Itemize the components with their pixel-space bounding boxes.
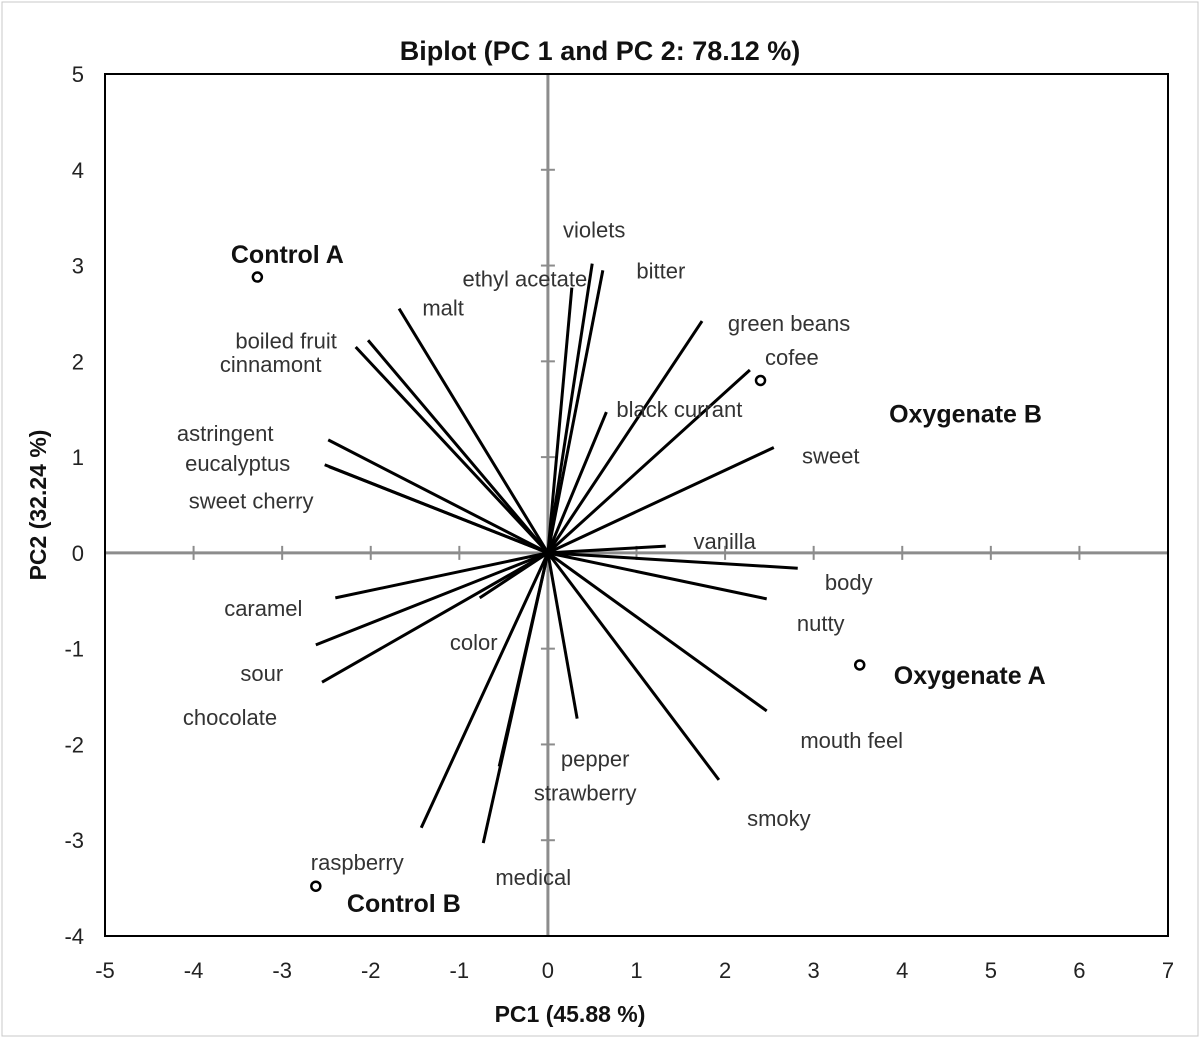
vector-raspberry bbox=[419, 552, 550, 829]
observation-label-control-b: Control B bbox=[347, 890, 461, 918]
variable-label-sour: sour bbox=[240, 661, 283, 686]
variable-label-color: color bbox=[450, 630, 498, 655]
x-tick-label: -5 bbox=[95, 958, 115, 983]
variable-label-nutty: nutty bbox=[797, 611, 845, 636]
vector-cinnamont bbox=[354, 345, 550, 554]
vector-caramel bbox=[335, 551, 549, 600]
variable-label-black-currant: black currant bbox=[616, 397, 742, 422]
vector-malt bbox=[397, 307, 550, 554]
vector-violets bbox=[546, 263, 594, 554]
variable-label-raspberry: raspberry bbox=[311, 850, 404, 875]
variable-label-medical: medical bbox=[495, 865, 571, 890]
variable-label-sweet: sweet bbox=[802, 444, 859, 469]
vector-body bbox=[547, 551, 798, 570]
observation-point-oxygenate-a bbox=[853, 659, 866, 671]
x-tick-label: 1 bbox=[630, 958, 642, 983]
variable-label-cofee: cofee bbox=[765, 345, 819, 370]
x-tick-label: 5 bbox=[985, 958, 997, 983]
x-axis-title: PC1 (45.88 %) bbox=[495, 1001, 646, 1027]
y-tick-label: 1 bbox=[72, 445, 84, 470]
axes-layer: -5 -4 -3 -2 -1 0 1 2 3 4 5 6 7 5 4 3 2 1 0 -1 -2 -3 -4 bbox=[64, 62, 1174, 983]
vector-sweet-cherry bbox=[328, 465, 549, 555]
y-tick-label: 5 bbox=[72, 62, 84, 87]
x-tick-label: 3 bbox=[808, 958, 820, 983]
x-tick-label: 7 bbox=[1162, 958, 1174, 983]
vector-green-beans bbox=[546, 320, 704, 554]
observation-label-control-a: Control A bbox=[231, 241, 344, 269]
y-tick-label: 3 bbox=[72, 254, 84, 279]
variable-label-astringent: astringent bbox=[177, 421, 274, 446]
vector-vanilla bbox=[547, 544, 666, 555]
variable-label-bitter: bitter bbox=[636, 258, 685, 283]
x-tick-label: -4 bbox=[184, 958, 204, 983]
y-tick-label: 2 bbox=[72, 349, 84, 374]
observation-point-oxygenate-b bbox=[754, 374, 767, 387]
plot-frame bbox=[104, 73, 1169, 937]
vector-color bbox=[478, 551, 549, 600]
vector-cofee bbox=[546, 368, 751, 555]
variable-label-vanilla: vanilla bbox=[694, 529, 757, 554]
label-layer: violets bitter ethyl acetate malt boiled fru… bbox=[177, 218, 903, 890]
variable-label-caramel: caramel bbox=[224, 596, 302, 621]
chart-title: Biplot (PC 1 and PC 2: 78.12 %) bbox=[400, 36, 801, 66]
variable-label-smoky: smoky bbox=[747, 806, 811, 831]
vector-pepper bbox=[546, 552, 579, 719]
variable-label-cinnamont: cinnamont bbox=[220, 352, 322, 377]
variable-label-ethyl-acetate: ethyl acetate bbox=[462, 267, 587, 292]
variable-label-chocolate: chocolate bbox=[183, 705, 277, 730]
x-tick-label: -2 bbox=[361, 958, 381, 983]
vector-medical bbox=[481, 552, 550, 844]
y-tick-label: -3 bbox=[64, 828, 84, 853]
vector-black-currant bbox=[546, 411, 608, 554]
y-tick-label: -4 bbox=[64, 924, 84, 949]
vector-layer bbox=[315, 263, 798, 844]
variable-label-boiled-fruit: boiled fruit bbox=[235, 328, 337, 353]
observation-point-control-a bbox=[251, 271, 264, 283]
variable-label-malt: malt bbox=[422, 296, 464, 321]
x-tick-label: 2 bbox=[719, 958, 731, 983]
variable-label-violets: violets bbox=[563, 218, 625, 243]
variable-label-mouth-feel: mouth feel bbox=[800, 728, 903, 753]
x-tick-label: 4 bbox=[896, 958, 908, 983]
variable-label-pepper: pepper bbox=[561, 747, 630, 772]
vector-ethyl-acetate bbox=[546, 287, 574, 554]
y-tick-label: 4 bbox=[72, 158, 84, 183]
x-tick-label: -1 bbox=[450, 958, 470, 983]
observation-label-oxygenate-b: Oxygenate B bbox=[889, 400, 1042, 428]
observation-layer: Control A Oxygenate B Oxygenate A Control B bbox=[231, 241, 1046, 918]
y-axis-title: PC2 (32.24 %) bbox=[25, 430, 51, 581]
vector-sour bbox=[315, 551, 549, 647]
y-tick-label: -2 bbox=[64, 732, 84, 757]
variable-label-eucalyptus: eucalyptus bbox=[185, 451, 290, 476]
variable-label-sweet-cherry: sweet cherry bbox=[189, 489, 314, 514]
variable-label-strawberry: strawberry bbox=[534, 780, 637, 805]
x-tick-label: 6 bbox=[1073, 958, 1085, 983]
y-tick-label: 0 bbox=[72, 541, 84, 566]
vector-bitter bbox=[546, 270, 605, 554]
y-tick-label: -1 bbox=[64, 637, 84, 662]
observation-label-oxygenate-a: Oxygenate A bbox=[894, 662, 1046, 690]
x-tick-label: -3 bbox=[272, 958, 292, 983]
vector-chocolate bbox=[321, 551, 549, 684]
vector-boiled-fruit bbox=[366, 339, 550, 554]
variable-label-body: body bbox=[825, 570, 873, 595]
variable-label-green-beans: green beans bbox=[728, 311, 850, 336]
x-tick-label: 0 bbox=[542, 958, 554, 983]
vector-sweet bbox=[547, 446, 775, 555]
vector-astringent bbox=[327, 438, 549, 555]
vector-smoky bbox=[546, 551, 721, 781]
observation-point-control-b bbox=[310, 880, 322, 892]
vector-mouth-feel bbox=[547, 551, 768, 713]
vector-nutty bbox=[547, 551, 768, 601]
